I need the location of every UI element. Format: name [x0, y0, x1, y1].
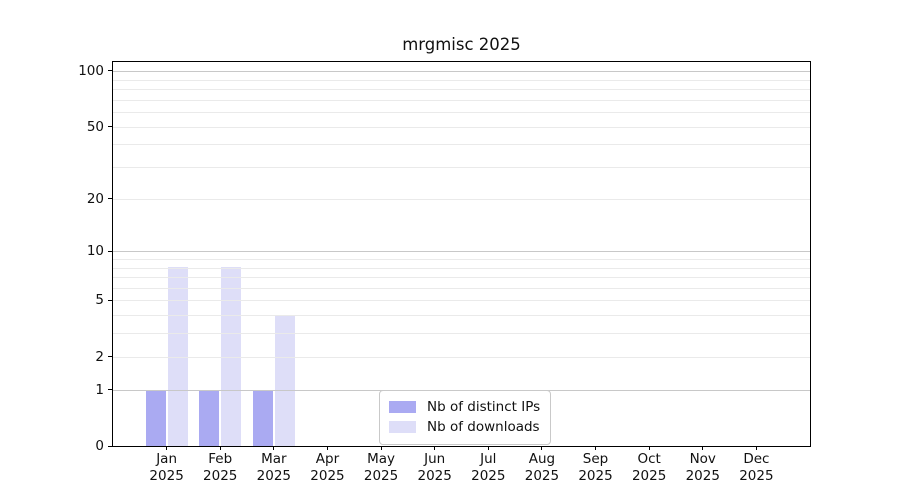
gridline-minor [113, 126, 810, 128]
x-tick-label: Jan 2025 [149, 451, 184, 484]
y-tick-label: 100 [78, 62, 104, 79]
gridline-minor [113, 144, 810, 146]
legend: Nb of distinct IPs Nb of downloads [379, 390, 552, 445]
plot-area [112, 61, 811, 447]
legend-label: Nb of distinct IPs [427, 399, 541, 415]
bar-distinct-ips [145, 389, 166, 446]
x-tick-label: Oct 2025 [631, 451, 667, 484]
y-tick-label: 10 [86, 243, 104, 260]
y-tick-label: 2 [95, 348, 104, 365]
gridline-minor [113, 300, 810, 302]
gridline-minor [113, 356, 810, 358]
gridline-major [113, 71, 810, 72]
gridline-minor [113, 333, 810, 335]
gridline-minor [113, 258, 810, 260]
gridline-minor [113, 167, 810, 168]
x-tick-label: Apr 2025 [310, 451, 345, 484]
bar-distinct-ips [252, 389, 273, 446]
legend-swatch [389, 401, 416, 413]
x-tick-label: Jul 2025 [471, 451, 506, 484]
x-tick-label: Feb 2025 [203, 451, 238, 484]
gridline-minor [113, 198, 810, 200]
gridline-minor [113, 277, 810, 278]
x-tick-label: Mar 2025 [256, 451, 292, 484]
gridline-minor [113, 315, 810, 317]
x-tick-label: Dec 2025 [739, 451, 774, 484]
y-tick-label: 1 [95, 381, 104, 398]
legend-swatch [389, 421, 416, 433]
x-tick-label: Jun 2025 [417, 451, 452, 484]
legend-item: Nb of distinct IPs [389, 397, 540, 417]
y-tick-label: 0 [95, 438, 104, 454]
legend-item: Nb of downloads [389, 417, 540, 437]
y-tick-label: 5 [95, 292, 104, 309]
y-tick-label: 50 [86, 118, 104, 135]
x-tick-label: Nov 2025 [685, 451, 720, 484]
gridline-minor [113, 112, 810, 113]
gridline-minor [113, 88, 810, 90]
y-tick-label: 20 [86, 190, 104, 207]
gridline-minor [113, 267, 810, 269]
legend-label: Nb of downloads [427, 419, 540, 435]
x-tick-label: Sep 2025 [578, 451, 613, 484]
gridline-minor [113, 79, 810, 81]
gridline-major [113, 251, 810, 253]
gridline-minor [113, 99, 810, 101]
gridline-minor [113, 287, 810, 289]
x-tick-label: May 2025 [363, 451, 399, 484]
bar-distinct-ips [199, 389, 220, 446]
x-tick-label: Aug 2025 [524, 451, 560, 484]
bar-downloads [274, 315, 295, 446]
chart-title: mrgmisc 2025 [402, 35, 521, 54]
